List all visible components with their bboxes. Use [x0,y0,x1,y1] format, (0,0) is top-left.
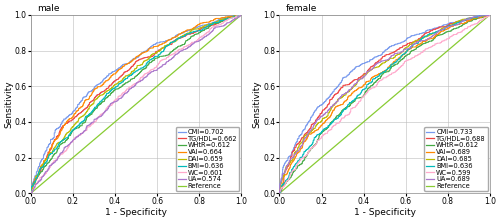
Legend: CMI=0.702, TG/HDL=0.662, WHtR=0.612, VAI=0.664, DAI=0.659, BMI=0.636, WC=0.601, : CMI=0.702, TG/HDL=0.662, WHtR=0.612, VAI… [176,127,239,191]
X-axis label: 1 - Specificity: 1 - Specificity [105,208,167,217]
X-axis label: 1 - Specificity: 1 - Specificity [354,208,416,217]
Y-axis label: Sensitivity: Sensitivity [253,80,262,128]
Y-axis label: Sensitivity: Sensitivity [4,80,13,128]
Legend: CMI=0.733, TG/HDL=0.688, WHtR=0.612, VAI=0.689, DAI=0.685, BMI=0.636, WC=0.599, : CMI=0.733, TG/HDL=0.688, WHtR=0.612, VAI… [424,127,488,191]
Text: male: male [37,4,60,13]
Text: female: female [286,4,317,13]
